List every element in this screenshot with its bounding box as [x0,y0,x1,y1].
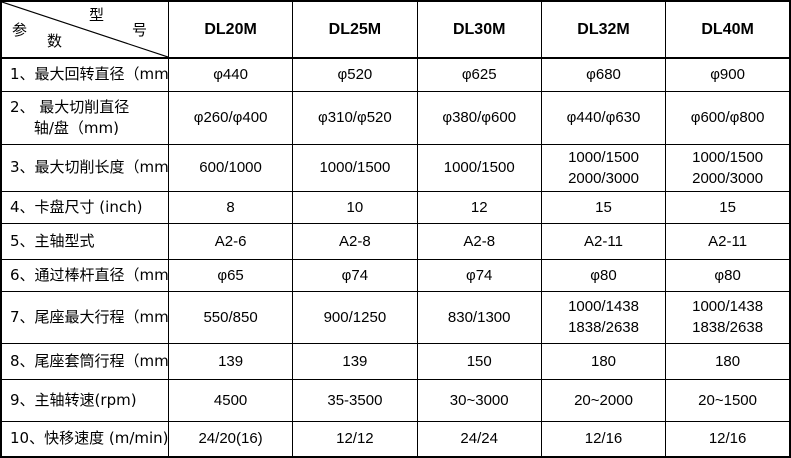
spec-value: 35-3500 [292,378,418,422]
column-header-dl32m: DL32M [540,0,667,59]
spec-value: 12/16 [665,420,791,458]
spec-value: 30~3000 [416,378,542,422]
spec-value: φ74 [416,258,542,292]
row-label: 10、快移速度 (m/min) [0,420,169,458]
spec-value: 1000/1500 [416,143,542,192]
row-label: 7、尾座最大行程（mm) [0,290,169,344]
spec-value: 1000/1500 2000/3000 [665,143,791,192]
row-label: 4、卡盘尺寸 (inch) [0,190,169,224]
corner-model-char-1: 型 [89,6,105,24]
spec-value: 24/20(16) [167,420,294,458]
spec-value: 12/16 [540,420,667,458]
row-label: 8、尾座套筒行程（mm) [0,342,169,380]
column-header-dl25m: DL25M [292,0,418,59]
table-row: 4、卡盘尺寸 (inch) 8 10 12 15 15 [0,190,791,224]
header-corner-cell: 型 号 参 数 [0,0,169,59]
column-header-dl40m: DL40M [665,0,791,59]
spec-value: φ260/φ400 [167,90,294,145]
spec-value: 4500 [167,378,294,422]
row-label: 9、主轴转速(rpm) [0,378,169,422]
spec-value: φ625 [416,57,542,92]
corner-param-char-2: 数 [47,32,63,50]
column-header-dl30m: DL30M [416,0,542,59]
row-label: 6、通过棒杆直径（mm) [0,258,169,292]
spec-value: φ600/φ800 [665,90,791,145]
spec-value: 12 [416,190,542,224]
spec-value: 10 [292,190,418,224]
table-row: 7、尾座最大行程（mm) 550/850 900/1250 830/1300 1… [0,290,791,344]
spec-value: φ74 [292,258,418,292]
spec-value: φ380/φ600 [416,90,542,145]
spec-value: 139 [167,342,294,380]
table-row: 1、最大回转直径（mm) φ440 φ520 φ625 φ680 φ900 [0,57,791,92]
spec-value: 1000/1438 1838/2638 [540,290,667,344]
column-header-dl20m: DL20M [167,0,294,59]
diagonal-line [2,2,167,56]
spec-value: φ680 [540,57,667,92]
spec-value: 24/24 [416,420,542,458]
spec-value: A2-11 [665,222,791,260]
spec-value: φ900 [665,57,791,92]
spec-value: φ310/φ520 [292,90,418,145]
spec-value: 830/1300 [416,290,542,344]
spec-value: 20~1500 [665,378,791,422]
table-row: 10、快移速度 (m/min) 24/20(16) 12/12 24/24 12… [0,420,791,458]
spec-value: 150 [416,342,542,380]
spec-value: φ80 [540,258,667,292]
corner-model-char-2: 号 [132,21,148,39]
table-row: 5、主轴型式 A2-6 A2-8 A2-8 A2-11 A2-11 [0,222,791,260]
table-row: 9、主轴转速(rpm) 4500 35-3500 30~3000 20~2000… [0,378,791,422]
spec-value: φ80 [665,258,791,292]
spec-value: φ440 [167,57,294,92]
row-label: 1、最大回转直径（mm) [0,57,169,92]
header-row: 型 号 参 数 DL20M DL25M DL30M DL32M DL40M [0,0,791,59]
row-label: 3、最大切削长度（mm) [0,143,169,192]
spec-value: A2-11 [540,222,667,260]
spec-value: 15 [665,190,791,224]
spec-value: 600/1000 [167,143,294,192]
spec-value: 180 [540,342,667,380]
spec-value: 900/1250 [292,290,418,344]
spec-value: 550/850 [167,290,294,344]
corner-param-char-1: 参 [12,21,28,39]
spec-value: 1000/1438 1838/2638 [665,290,791,344]
spec-value: 180 [665,342,791,380]
table-row: 3、最大切削长度（mm) 600/1000 1000/1500 1000/150… [0,143,791,192]
spec-value: φ520 [292,57,418,92]
spec-value: 12/12 [292,420,418,458]
spec-value: 8 [167,190,294,224]
spec-value: A2-8 [416,222,542,260]
table-row: 6、通过棒杆直径（mm) φ65 φ74 φ74 φ80 φ80 [0,258,791,292]
spec-value: 1000/1500 [292,143,418,192]
spec-value: A2-6 [167,222,294,260]
spec-value: 20~2000 [540,378,667,422]
spec-value: 1000/1500 2000/3000 [540,143,667,192]
table-row: 8、尾座套筒行程（mm) 139 139 150 180 180 [0,342,791,380]
table-row: 2、 最大切削直径 轴/盘（mm) φ260/φ400 φ310/φ520 φ3… [0,90,791,145]
spec-value: A2-8 [292,222,418,260]
spec-value: φ65 [167,258,294,292]
row-label: 2、 最大切削直径 轴/盘（mm) [0,90,169,145]
row-label: 5、主轴型式 [0,222,169,260]
spec-value: φ440/φ630 [540,90,667,145]
spec-value: 15 [540,190,667,224]
spec-value: 139 [292,342,418,380]
